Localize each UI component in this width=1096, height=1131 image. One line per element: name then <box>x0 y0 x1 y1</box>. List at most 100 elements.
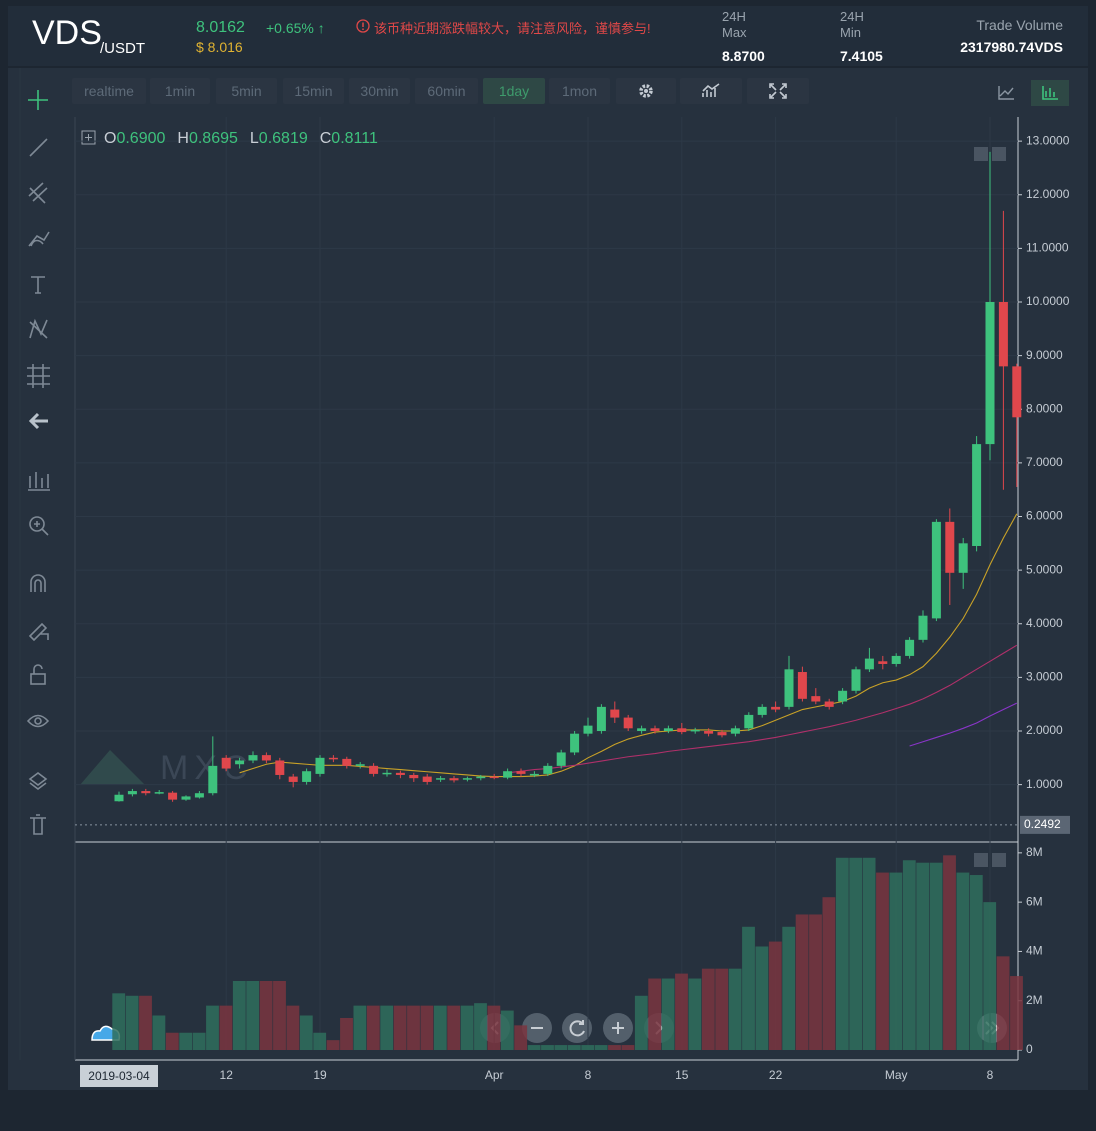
grid <box>75 117 1018 1050</box>
volume-bar <box>407 1005 420 1050</box>
warning-icon <box>356 19 370 33</box>
erase-tool[interactable] <box>28 622 49 642</box>
text-tool[interactable] <box>31 276 45 294</box>
volume-bar <box>634 995 648 1050</box>
y-tick-label: 1.0000 <box>1026 777 1063 791</box>
interval-button[interactable]: 60min <box>415 78 478 104</box>
volume-bar <box>1010 976 1023 1050</box>
candle-body <box>637 728 647 731</box>
volume-bar <box>527 1045 541 1050</box>
volume-bar <box>313 1032 327 1050</box>
volume-bar <box>366 1005 380 1050</box>
volume-bar <box>487 1005 501 1050</box>
candle-body <box>436 778 446 780</box>
candle-body <box>610 709 620 718</box>
volume-bar <box>902 860 916 1050</box>
candle-body <box>409 774 419 779</box>
volume-bar <box>648 978 662 1050</box>
fib-tool[interactable] <box>28 182 48 204</box>
candle-body <box>489 776 499 779</box>
sidebar-tools[interactable] <box>26 90 50 835</box>
crosshair-tool[interactable] <box>28 90 48 110</box>
candle-body <box>194 793 204 798</box>
interval-button[interactable]: 1min <box>150 78 210 104</box>
volume-bar <box>929 862 943 1050</box>
candle-body <box>744 714 754 729</box>
interval-button[interactable]: 1day <box>483 78 545 104</box>
candle-body <box>221 757 231 769</box>
candle-body <box>328 757 338 760</box>
line-view-button[interactable] <box>987 80 1025 106</box>
candle-body <box>811 696 821 702</box>
x-tick-label: 15 <box>675 1068 689 1082</box>
volume-bar <box>809 914 822 1050</box>
volume-bar <box>460 1005 474 1050</box>
pane-buttons[interactable] <box>974 147 1006 867</box>
legend-key: L <box>249 130 259 147</box>
last-price-label: 0.2492 <box>1024 817 1061 831</box>
visibility-tool[interactable] <box>26 714 50 728</box>
candle-body <box>864 658 874 670</box>
settings-button[interactable] <box>616 78 676 104</box>
volume-bar <box>661 978 675 1050</box>
candle-body <box>516 771 526 774</box>
moving-average <box>909 702 1018 747</box>
volume-tick-label: 2M <box>1026 993 1043 1007</box>
volume-bar <box>916 862 930 1050</box>
volume-bar <box>232 981 246 1050</box>
stat-label: Trade Volume <box>976 17 1063 33</box>
measure-tool[interactable] <box>27 364 50 388</box>
candle-body <box>168 792 178 800</box>
candle-body <box>302 771 312 782</box>
volume-bar <box>541 1045 554 1050</box>
indicators-button[interactable] <box>680 78 742 104</box>
interval-button[interactable]: 15min <box>283 78 344 104</box>
y-tick-label: 2.0000 <box>1026 723 1063 737</box>
zoom-tool[interactable] <box>29 516 45 532</box>
delete-tool[interactable] <box>30 814 46 835</box>
volume-bar <box>581 1045 595 1050</box>
volume-bar <box>889 872 903 1050</box>
volume-bar <box>795 914 809 1050</box>
legend-toggle[interactable] <box>81 130 96 145</box>
candle-body <box>650 728 660 731</box>
candle-body <box>918 615 928 640</box>
back-tool[interactable] <box>28 412 48 430</box>
interval-button[interactable]: 5min <box>216 78 277 104</box>
candle-body <box>369 765 379 774</box>
interval-button[interactable]: 30min <box>349 78 410 104</box>
lock-tool[interactable] <box>30 673 46 685</box>
volume-bar <box>286 1005 300 1050</box>
brush-tool[interactable] <box>28 231 50 247</box>
volume-bar <box>675 973 688 1050</box>
volume-bar <box>326 1040 340 1050</box>
line-tool[interactable] <box>29 138 48 157</box>
volume-bar <box>715 968 729 1050</box>
candle-body <box>757 706 767 715</box>
volume-bar <box>192 1032 206 1050</box>
candle-body <box>891 655 901 664</box>
candle-body <box>382 772 392 775</box>
magnet-tool[interactable] <box>30 574 46 592</box>
candle-body <box>596 706 606 731</box>
volume-bar <box>701 968 715 1050</box>
candle-body <box>838 690 848 702</box>
view-toggles[interactable] <box>987 80 1069 106</box>
interval-button[interactable]: realtime <box>72 78 146 104</box>
candle-body <box>704 730 714 734</box>
fullscreen-button[interactable] <box>747 78 809 104</box>
volume-tick-label: 0 <box>1026 1042 1033 1056</box>
candle-body <box>730 728 740 734</box>
indicator-tool[interactable] <box>28 472 50 491</box>
candle-body <box>422 776 432 782</box>
interval-button[interactable]: 1mon <box>549 78 610 104</box>
volume-bar <box>862 857 876 1050</box>
cursor-date: 2019-03-04 <box>88 1069 150 1083</box>
volume-bar <box>139 995 152 1050</box>
pattern-tool[interactable] <box>29 318 48 339</box>
layers-tool[interactable] <box>28 772 48 790</box>
volume-bar <box>554 1045 568 1050</box>
volume-bar <box>567 1045 581 1050</box>
ohlc-legend: O0.6900 H0.8695 L0.6819 C0.8111 <box>104 130 378 148</box>
